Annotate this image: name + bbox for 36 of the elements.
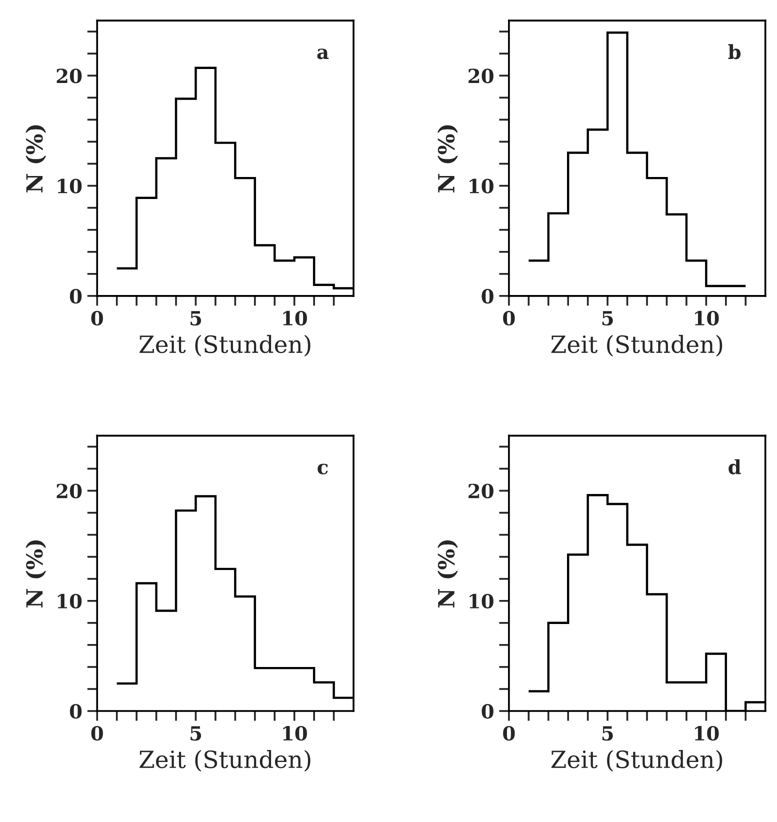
x-tick-label: 0: [503, 726, 515, 741]
y-tick-label: 20: [56, 68, 82, 84]
x-tick-label: 0: [91, 310, 103, 326]
x-axis-title: Zeit (Stunden): [140, 334, 310, 356]
annotation: d: [728, 459, 741, 474]
y-tick-label: 0: [70, 288, 82, 304]
y-axis-title: N (%): [437, 540, 458, 608]
y-axis-title: N (%): [26, 540, 46, 608]
x-tick-label: 10: [695, 726, 719, 741]
y-tick-label: 20: [468, 68, 494, 84]
x-tick-label: 5: [602, 726, 613, 741]
x-tick-label: 5: [602, 311, 613, 326]
y-tick-label: 0: [482, 704, 494, 719]
y-tick-label: 20: [468, 484, 494, 498]
y-tick-label: 20: [56, 484, 82, 498]
x-tick-label: 10: [695, 310, 719, 326]
y-tick-label: 0: [482, 288, 494, 304]
y-axis-title: N (%): [26, 125, 46, 192]
x-tick-label: 0: [503, 310, 515, 326]
x-axis-title: Zeit (Stunden): [140, 750, 310, 772]
annotation: c: [318, 464, 328, 474]
y-tick-label: 10: [470, 178, 494, 194]
y-axis-title: N (%): [437, 125, 458, 192]
x-tick-label: 5: [190, 311, 202, 326]
y-tick-label: 10: [58, 594, 82, 609]
x-tick-label: 0: [91, 726, 103, 741]
annotation: b: [728, 44, 741, 60]
x-axis-title: Zeit (Stunden): [551, 750, 722, 772]
y-tick-label: 10: [58, 178, 82, 194]
x-tick-label: 5: [190, 726, 202, 741]
x-tick-label: 10: [283, 310, 307, 326]
x-axis-title: Zeit (Stunden): [551, 334, 722, 356]
annotation: a: [317, 48, 329, 60]
y-tick-label: 10: [470, 594, 494, 609]
y-tick-label: 0: [70, 704, 82, 719]
x-tick-label: 10: [283, 726, 307, 741]
